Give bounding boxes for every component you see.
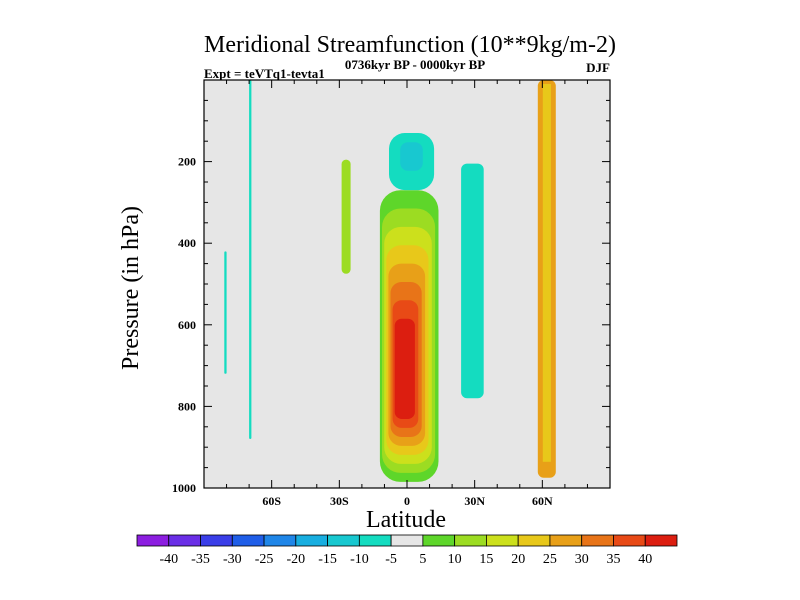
x-axis-label: Latitude [366, 507, 446, 533]
colorbar-label-2: -30 [223, 552, 242, 567]
colorbar: -40 -35 -30 -25 -20 -15 -10 -5 5 10 15 20 25 30 35 40 [136, 534, 678, 567]
x-tick-label-1: 30S [330, 494, 349, 508]
colorbar-label-15: 40 [638, 552, 652, 567]
colorbar-swatch-11 [486, 534, 519, 547]
contour-fields [224, 80, 556, 482]
colorbar-swatch-13 [549, 534, 583, 547]
x-tick-label-3: 30N [464, 494, 485, 508]
colorbar-label-12: 25 [543, 552, 557, 567]
colorbar-label-7: -5 [385, 552, 397, 567]
colorbar-swatch-1 [168, 534, 201, 547]
colorbar-swatch-2 [200, 534, 233, 547]
colorbar-swatch-12 [517, 534, 551, 547]
chart-title: Meridional Streamfunction (10**9kg/m-2) [204, 32, 616, 58]
experiment-label: Expt = teVTq1-tevta1 [204, 66, 325, 81]
band-4 [224, 251, 227, 374]
colorbar-swatch-0 [136, 534, 170, 547]
colorbar-label-0: -40 [159, 552, 178, 567]
colorbar-swatch-8 [390, 534, 424, 547]
x-tick-label-0: 60S [262, 494, 281, 508]
colorbar-swatch-5 [295, 534, 328, 547]
band-5 [341, 159, 351, 274]
band-core-6 [542, 84, 551, 462]
colorbar-label-14: 35 [607, 552, 621, 567]
period-label: 0736kyr BP - 0000kyr BP [345, 57, 485, 72]
colorbar-swatch-9 [422, 534, 456, 547]
y-tick-label-4: 1000 [172, 481, 196, 495]
colorbar-swatch-6 [327, 534, 360, 547]
colorbar-swatch-4 [263, 534, 297, 547]
y-tick-label-3: 800 [178, 399, 196, 413]
y-axis-ticks: 200 400 600 800 1000 [172, 99, 610, 495]
colorbar-swatch-15 [613, 534, 646, 547]
colorbar-swatch-10 [454, 534, 487, 547]
contour-level-0-8 [394, 318, 415, 419]
x-tick-label-4: 60N [532, 494, 553, 508]
band-2 [461, 163, 484, 399]
colorbar-swatch-7 [358, 534, 392, 547]
contour-level-1-3 [400, 142, 423, 171]
colorbar-label-11: 20 [511, 552, 525, 567]
colorbar-label-5: -15 [318, 552, 337, 567]
season-label: DJF [586, 60, 610, 75]
colorbar-label-4: -20 [286, 552, 305, 567]
colorbar-label-13: 30 [575, 552, 589, 567]
colorbar-label-6: -10 [350, 552, 369, 567]
x-tick-label-2: 0 [404, 494, 410, 508]
colorbar-swatch-16 [644, 534, 678, 547]
colorbar-swatch-14 [581, 534, 614, 547]
colorbar-label-8: 5 [419, 552, 426, 567]
colorbar-label-9: 10 [448, 552, 462, 567]
y-axis-label: Pressure (in hPa) [118, 206, 144, 370]
colorbar-label-1: -35 [191, 552, 210, 567]
y-tick-label-0: 200 [178, 155, 196, 169]
y-tick-label-2: 600 [178, 318, 196, 332]
band-3 [249, 80, 252, 439]
y-tick-label-1: 400 [178, 236, 196, 250]
x-axis-ticks: 60S 30S 0 30N 60N [203, 80, 611, 508]
colorbar-swatch-3 [231, 534, 265, 547]
colorbar-label-3: -25 [255, 552, 274, 567]
colorbar-label-10: 15 [479, 552, 493, 567]
